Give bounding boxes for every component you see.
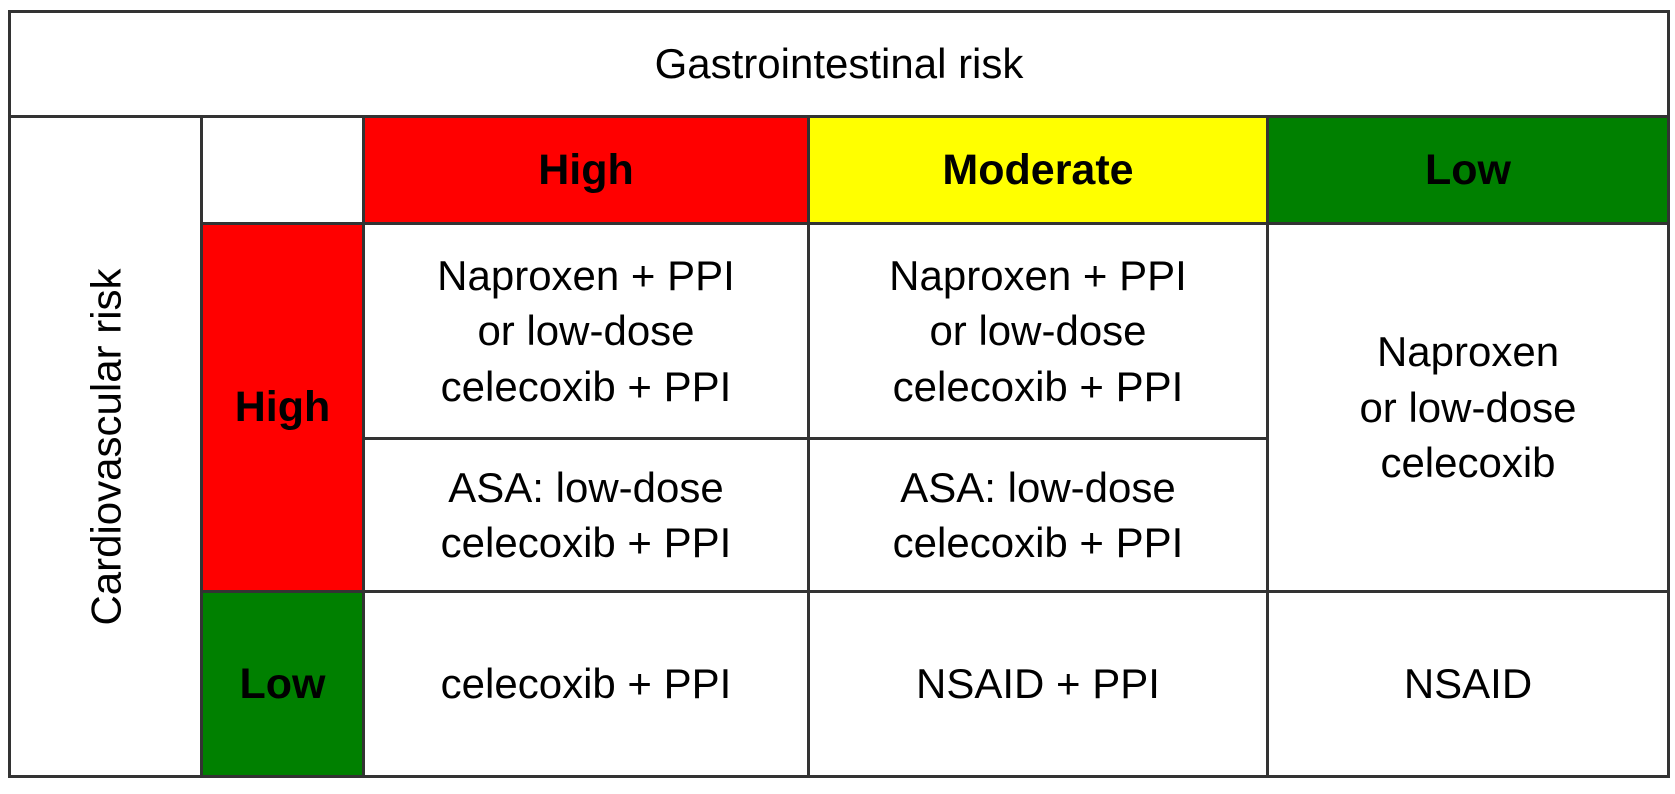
gastrointestinal-risk-axis-label: Gastrointestinal risk: [8, 10, 1670, 118]
cell-cv-high-gi-high-primary: Naproxen + PPI or low-dose celecoxib + P…: [362, 222, 810, 440]
corner-cell: [200, 115, 365, 225]
risk-matrix-table: Gastrointestinal risk Cardiovascular ris…: [8, 10, 1670, 778]
cell-cv-high-gi-low: Naproxen or low-dose celecoxib: [1266, 222, 1670, 593]
cell-cv-high-gi-high-asa: ASA: low-dose celecoxib + PPI: [362, 437, 810, 593]
gi-high-column-header: High: [362, 115, 810, 225]
cell-cv-low-gi-high: celecoxib + PPI: [362, 590, 810, 778]
cv-low-row-header: Low: [200, 590, 365, 778]
cell-cv-low-gi-moderate: NSAID + PPI: [807, 590, 1269, 778]
gi-moderate-column-header: Moderate: [807, 115, 1269, 225]
cell-cv-high-gi-moderate-primary: Naproxen + PPI or low-dose celecoxib + P…: [807, 222, 1269, 440]
cardiovascular-risk-axis-label: Cardiovascular risk: [81, 267, 129, 626]
gi-low-column-header: Low: [1266, 115, 1670, 225]
cell-cv-low-gi-low: NSAID: [1266, 590, 1670, 778]
cv-high-row-header: High: [200, 222, 365, 593]
cardiovascular-risk-axis-cell: Cardiovascular risk: [8, 115, 203, 778]
cell-cv-high-gi-moderate-asa: ASA: low-dose celecoxib + PPI: [807, 437, 1269, 593]
